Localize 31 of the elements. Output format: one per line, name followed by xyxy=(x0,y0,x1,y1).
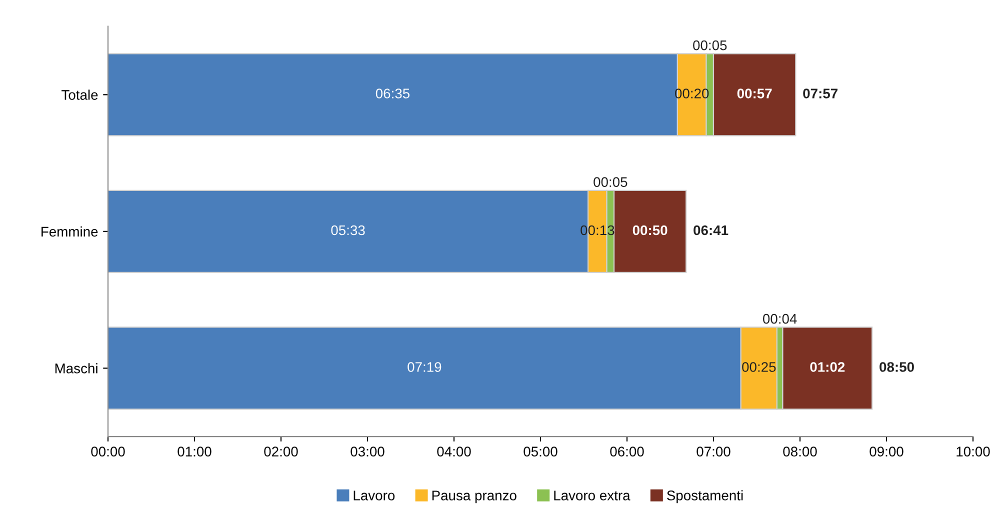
data-label: 00:05 xyxy=(693,40,727,50)
x-tick-label: 02:00 xyxy=(264,446,298,457)
x-tick-label: 06:00 xyxy=(610,446,644,457)
y-tick-label: Femmine xyxy=(42,226,98,237)
y-tick-label: Totale xyxy=(62,90,98,100)
data-label: 00:50 xyxy=(632,225,668,236)
data-label: 00:57 xyxy=(737,88,772,98)
data-label: 00:04 xyxy=(762,314,797,324)
x-tick-label: 05:00 xyxy=(524,446,558,457)
data-label: 05:33 xyxy=(331,225,365,236)
x-tick-label: 01:00 xyxy=(178,446,212,457)
legend-label: Spostamenti xyxy=(667,490,743,504)
total-label: 08:50 xyxy=(880,362,914,372)
x-tick-label: 00:00 xyxy=(91,446,125,457)
data-label: 00:05 xyxy=(594,177,628,187)
x-tick-label: 03:00 xyxy=(350,446,384,457)
x-tick-label: 08:00 xyxy=(783,446,817,457)
total-label: 07:57 xyxy=(803,88,838,98)
x-tick-label: 10:00 xyxy=(956,446,990,457)
data-label: 07:19 xyxy=(408,362,442,372)
x-tick-label: 07:00 xyxy=(696,446,730,457)
data-label: 06:35 xyxy=(376,88,410,98)
x-tick-label: 09:00 xyxy=(870,446,904,457)
legend-label: Pausa pranzo xyxy=(432,490,516,504)
y-tick-label: Maschi xyxy=(55,363,98,374)
x-tick-label: 04:00 xyxy=(437,446,471,457)
data-label: 01:02 xyxy=(810,362,845,372)
total-label: 06:41 xyxy=(694,225,728,236)
legend-label: Lavoro xyxy=(354,490,395,500)
data-label: 00:25 xyxy=(742,362,776,372)
legend-label: Lavoro extra xyxy=(554,490,630,500)
